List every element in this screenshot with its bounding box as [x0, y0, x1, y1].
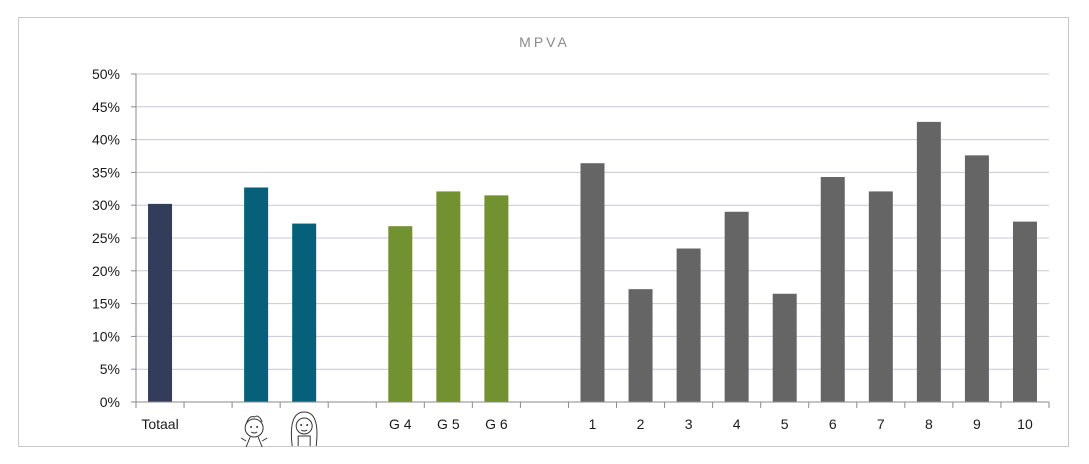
bar	[868, 191, 893, 402]
girl-head	[295, 417, 313, 435]
boy-eye	[250, 426, 253, 428]
y-tick-label: 10%	[92, 328, 120, 344]
x-tick-label: 1	[589, 416, 597, 432]
chart-title: MPVA	[519, 34, 570, 50]
x-tick-label: 8	[925, 416, 933, 432]
boy-icon	[240, 415, 268, 448]
bar	[964, 155, 989, 402]
x-tick-label: Totaal	[141, 416, 178, 432]
bar	[388, 226, 413, 402]
girl-icon	[290, 411, 318, 447]
y-tick-label: 45%	[92, 99, 120, 115]
girl-eye	[300, 424, 303, 426]
bar	[1012, 221, 1037, 402]
y-tick-label: 15%	[92, 296, 120, 312]
bar	[148, 203, 173, 402]
boy-hair	[245, 415, 263, 425]
boy-head	[244, 418, 264, 438]
boy-body	[240, 436, 268, 448]
x-tick-label: 6	[829, 416, 837, 432]
bar	[580, 163, 605, 402]
girl-mouth	[300, 429, 308, 432]
bar	[628, 289, 653, 402]
bar	[244, 187, 269, 402]
x-tick-label: 7	[877, 416, 885, 432]
x-tick-label: 2	[637, 416, 645, 432]
y-tick-label: 30%	[92, 197, 120, 213]
chart-frame	[18, 17, 1069, 447]
boy-mouth	[250, 431, 258, 434]
bar	[820, 176, 845, 402]
bar	[916, 121, 941, 402]
x-tick-label: G 5	[437, 416, 460, 432]
bar	[772, 293, 797, 402]
x-tick-label: G 6	[485, 416, 508, 432]
x-tick-label: 9	[973, 416, 981, 432]
boy-eye	[256, 426, 259, 428]
bar	[484, 195, 509, 402]
y-tick-label: 50%	[92, 66, 120, 82]
x-tick-label: 3	[685, 416, 693, 432]
girl-hair	[290, 411, 318, 447]
y-tick-label: 25%	[92, 230, 120, 246]
x-tick-label: 5	[781, 416, 789, 432]
x-tick-label: 4	[733, 416, 741, 432]
bar	[676, 248, 701, 402]
x-tick-label: G 4	[389, 416, 412, 432]
y-tick-label: 20%	[92, 263, 120, 279]
girl-body	[297, 435, 311, 446]
bar	[292, 223, 317, 402]
y-tick-label: 5%	[100, 361, 120, 377]
girl-eye	[306, 424, 309, 426]
bar	[436, 191, 461, 402]
bar	[724, 211, 749, 402]
y-tick-label: 40%	[92, 132, 120, 148]
y-tick-label: 35%	[92, 164, 120, 180]
y-tick-label: 0%	[100, 394, 120, 410]
x-tick-label: 10	[1017, 416, 1033, 432]
